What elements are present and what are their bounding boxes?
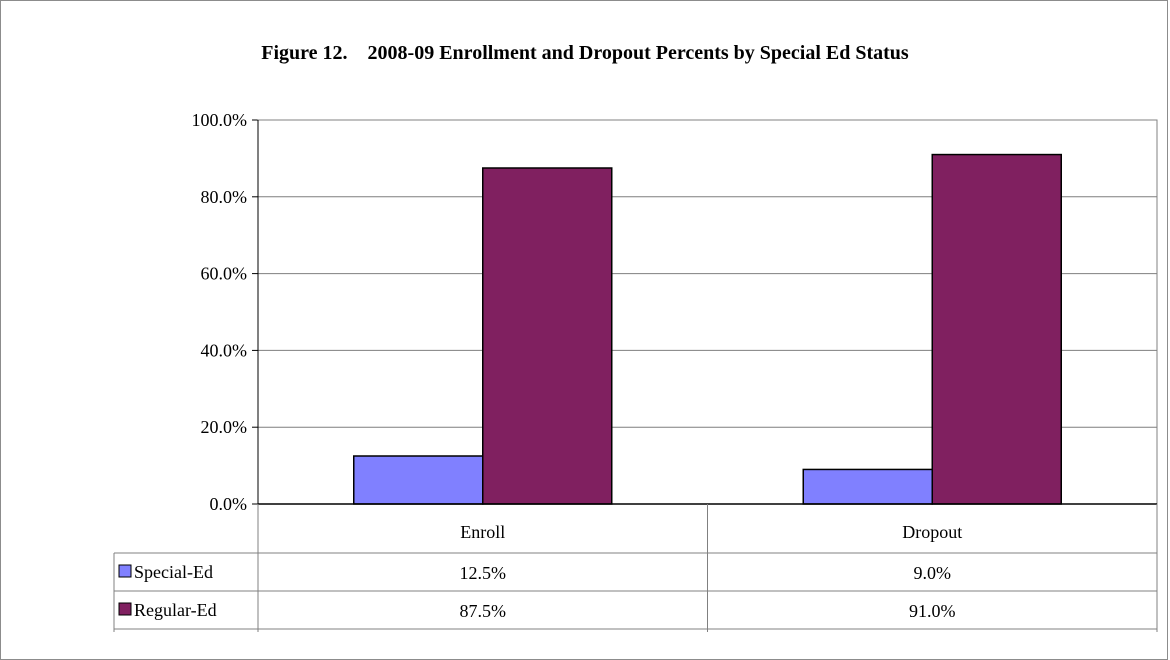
x-category-label: Dropout (902, 522, 962, 542)
data-label: 87.5% (460, 601, 507, 621)
y-tick-label: 0.0% (210, 494, 248, 514)
bar-regular-ed-enroll (482, 167, 613, 505)
bar-special-ed-enroll (353, 455, 484, 505)
y-tick-label: 80.0% (201, 187, 248, 207)
bar-special-ed-dropout (802, 468, 933, 505)
legend-label: Special-Ed (134, 562, 213, 582)
legend-key-special-ed (118, 564, 132, 578)
bar-regular-ed-dropout (931, 153, 1062, 505)
y-tick-label: 100.0% (192, 110, 248, 130)
data-label: 12.5% (460, 563, 507, 583)
data-label: 91.0% (909, 601, 956, 621)
chart-title: Figure 12. 2008-09 Enrollment and Dropou… (261, 42, 909, 64)
legend-key-regular-ed (118, 602, 132, 616)
x-category-label: Enroll (460, 522, 505, 542)
legend-label: Regular-Ed (134, 600, 217, 620)
y-tick-label: 20.0% (201, 417, 248, 437)
data-label: 9.0% (914, 563, 952, 583)
chart-svg: 0.0% 20.0% 40.0% 60.0% 80.0% 100.0% Enroll Drop… (113, 110, 1158, 632)
y-tick-label: 60.0% (201, 264, 248, 284)
y-tick-label: 40.0% (201, 340, 248, 360)
